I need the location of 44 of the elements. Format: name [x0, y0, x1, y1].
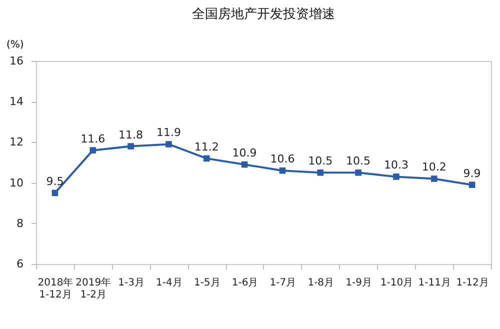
x-tick-label: 1-5月	[194, 278, 220, 288]
x-tick-label: 1-9月	[346, 278, 372, 288]
x-tick-label: 1-6月	[232, 278, 258, 288]
data-label: 11.8	[118, 128, 144, 142]
data-label: 10.5	[346, 154, 371, 168]
x-tick-label: 1-8月	[308, 278, 334, 288]
x-tick-label: 1-4月	[156, 278, 182, 288]
data-label: 9.5	[46, 174, 64, 188]
y-axis-title: (%)	[6, 40, 24, 50]
y-tick-label: 12	[10, 136, 24, 149]
x-tick-label: 2019年 1-2月	[76, 276, 112, 300]
y-tick-label: 8	[16, 216, 24, 230]
x-tick-label: 1-12月	[456, 278, 489, 288]
data-label: 11.2	[194, 140, 219, 154]
x-tick-label: 1-7月	[270, 278, 296, 288]
data-label: 11.6	[80, 132, 106, 146]
point	[128, 143, 134, 150]
data-label: 10.2	[422, 160, 446, 174]
point	[393, 174, 400, 180]
point	[430, 176, 438, 182]
point	[203, 155, 210, 162]
data-label: 11.9	[156, 126, 181, 140]
point	[468, 182, 476, 188]
y-tick-label: 16	[10, 54, 24, 68]
point	[241, 161, 248, 168]
point	[166, 141, 172, 148]
y-tick-label: 10	[10, 176, 24, 190]
data-label: 10.6	[270, 152, 295, 166]
y-tick-label: 6	[16, 258, 24, 270]
point	[90, 147, 96, 154]
x-tick-label: 1-3月	[118, 278, 144, 288]
point	[52, 190, 58, 196]
data-label: 9.9	[463, 166, 481, 180]
x-tick-label: 1-11月	[418, 278, 451, 288]
x-tick-label: 1-10月	[380, 278, 414, 288]
x-tick-label: 2018年 1-12月	[38, 276, 74, 300]
point	[279, 167, 286, 174]
point	[355, 169, 362, 176]
y-tick-label: 14	[10, 95, 24, 108]
data-label: 10.3	[384, 158, 408, 172]
data-label: 10.9	[232, 146, 257, 160]
data-label: 10.5	[308, 154, 333, 168]
point	[317, 169, 324, 176]
chart-title: 全国房地产开发投资增速	[192, 6, 335, 22]
